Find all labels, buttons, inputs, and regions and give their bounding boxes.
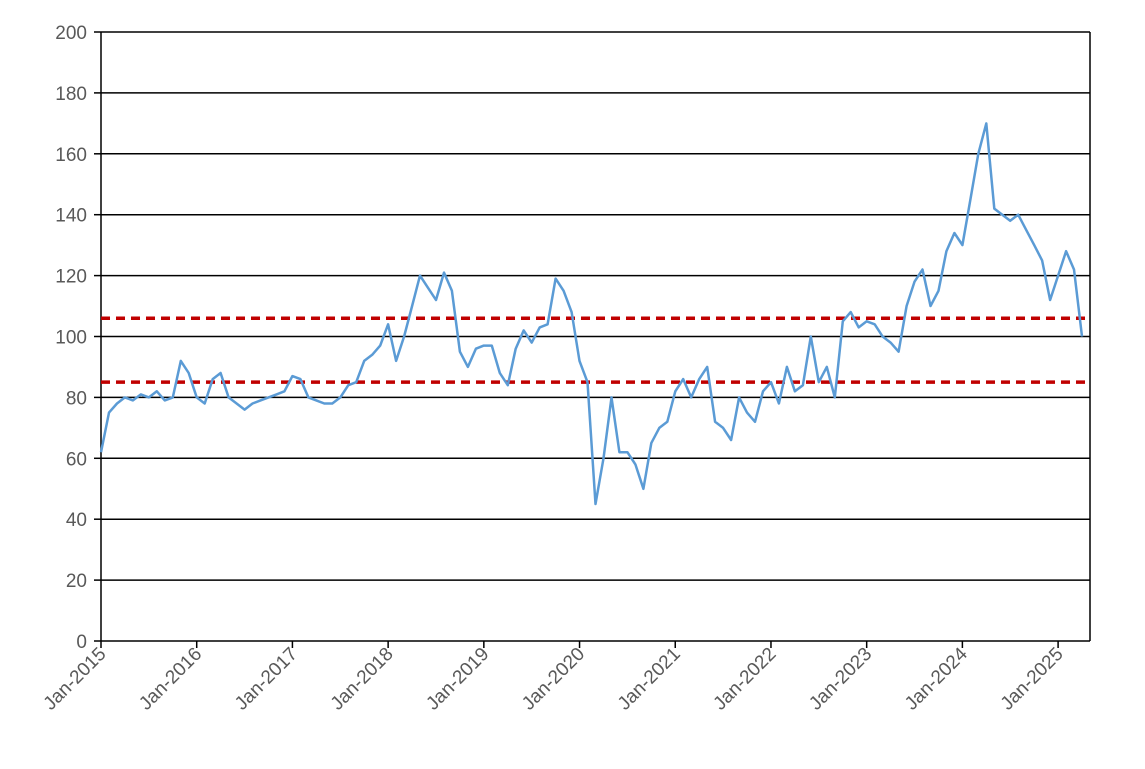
x-tick-label: Jan-2023: [805, 644, 876, 715]
x-tick-label: Jan-2025: [997, 644, 1068, 715]
y-tick-label: 180: [55, 84, 87, 105]
data-line: [99, 122, 1084, 506]
y-tick-label: 20: [66, 571, 87, 592]
x-tick-label: Jan-2015: [40, 644, 111, 715]
y-tick-label: 120: [55, 267, 87, 288]
y-tick-label: 40: [66, 510, 87, 531]
x-tick-label: Jan-2020: [518, 644, 589, 715]
x-tick-label: Jan-2016: [135, 644, 206, 715]
y-tick-label: 100: [55, 328, 87, 349]
y-tick-label: 160: [55, 145, 87, 166]
x-tick-label: Jan-2022: [710, 644, 781, 715]
y-tick-label: 0: [76, 632, 87, 653]
x-tick-label: Jan-2021: [614, 644, 685, 715]
x-tick-label: Jan-2017: [231, 644, 302, 715]
x-tick-label: Jan-2018: [327, 644, 398, 715]
y-tick-label: 200: [55, 23, 87, 44]
y-tick-label: 140: [55, 206, 87, 227]
x-tick-label: Jan-2019: [422, 644, 493, 715]
y-tick-label: 80: [66, 388, 87, 409]
x-tick-label: Jan-2024: [901, 643, 972, 714]
y-tick-label: 60: [66, 449, 87, 470]
